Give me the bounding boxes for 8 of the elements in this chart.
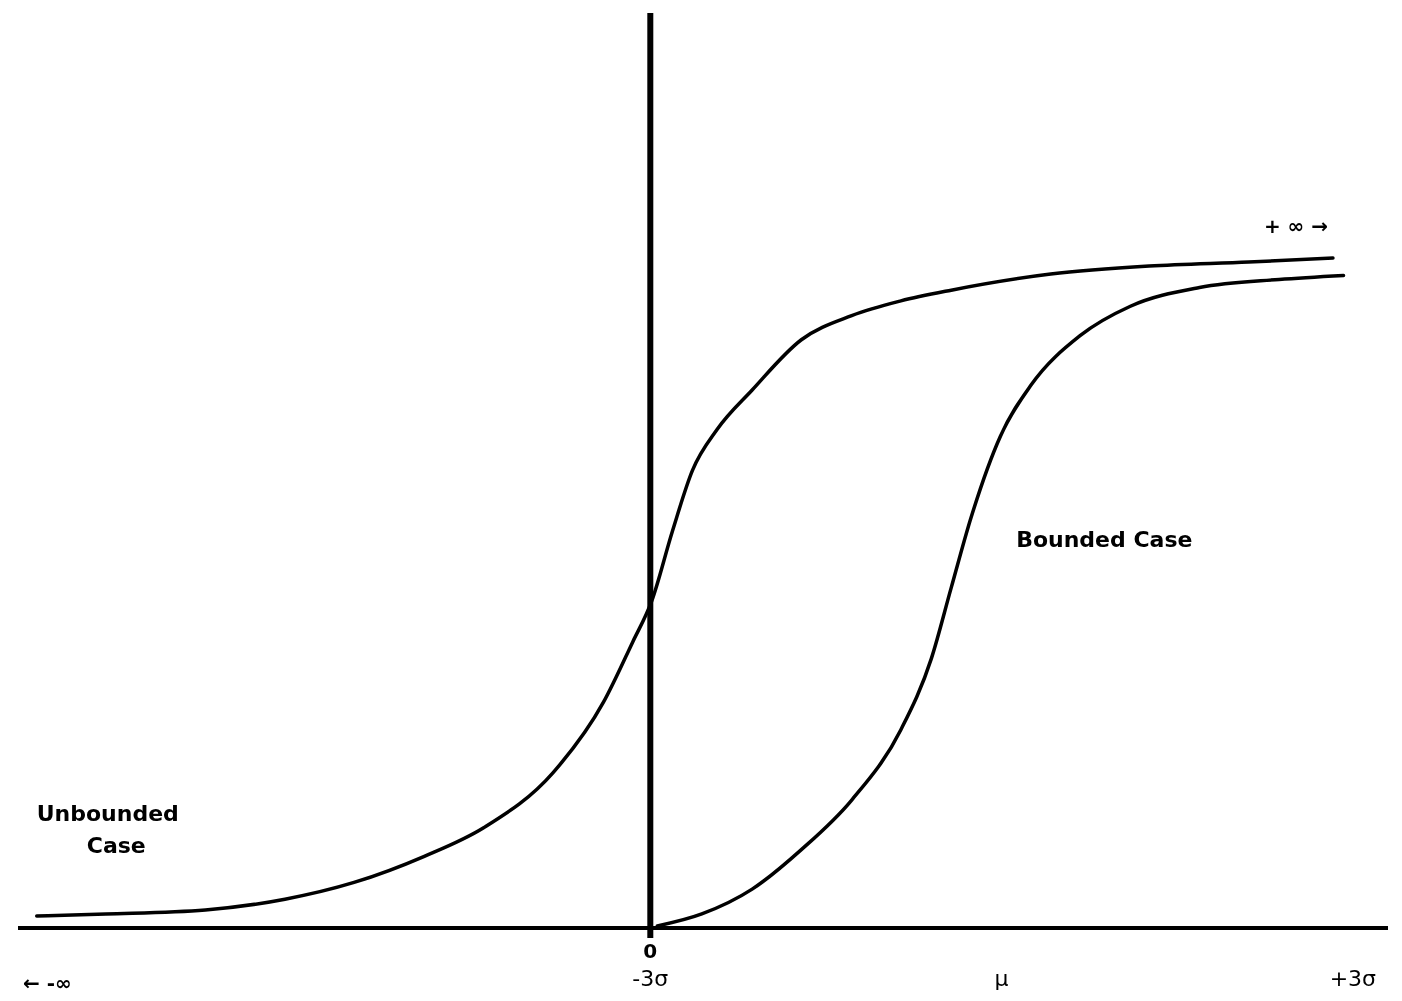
text: Bounded Case: [1016, 527, 1193, 553]
text: ← -∞: [23, 971, 72, 995]
x-tick-label: +3σ: [1329, 966, 1377, 991]
x-tick-label: -3σ: [632, 966, 669, 991]
text: Unbounded Case: [36, 800, 179, 858]
x-tick-label: μ: [994, 966, 1009, 991]
text: + ∞ →: [1263, 214, 1328, 238]
text: 0: [643, 939, 658, 963]
